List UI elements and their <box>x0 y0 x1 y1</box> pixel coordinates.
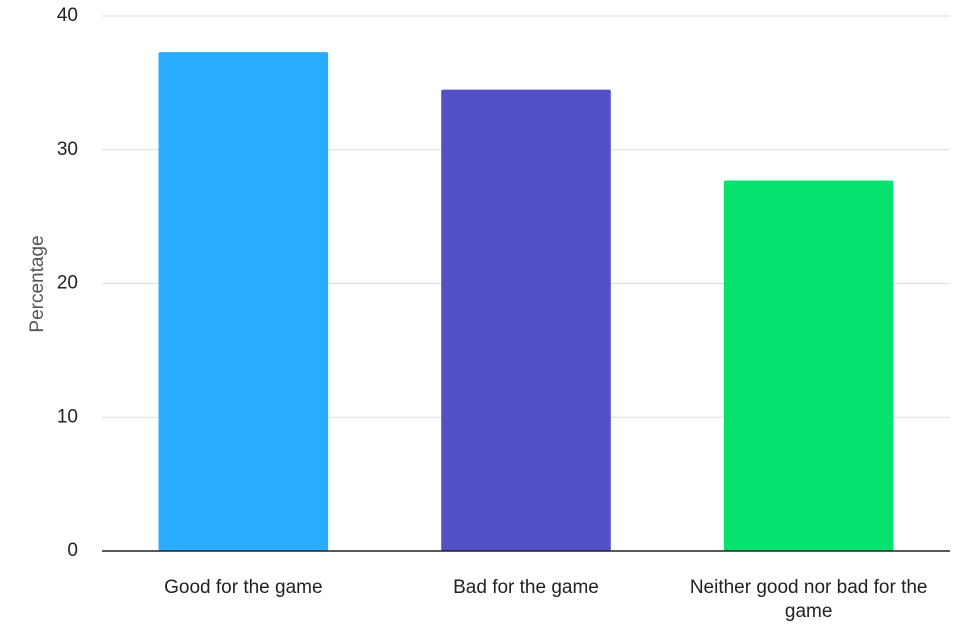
x-axis-labels: Good for the game Bad for the game Neither… <box>164 577 927 622</box>
y-tick-label: 30 <box>57 139 78 160</box>
bar-good-for-the-game <box>158 52 329 552</box>
bars <box>158 52 894 552</box>
y-tick-label: 10 <box>57 406 78 427</box>
x-tick-label: Neither good nor bad for the game <box>690 577 928 622</box>
y-axis-ticks: 0 10 20 30 40 <box>57 5 78 561</box>
y-tick-label: 20 <box>57 273 78 294</box>
y-tick-label: 0 <box>67 540 78 561</box>
bar-bad-for-the-game <box>441 89 611 551</box>
y-axis-title: Percentage <box>27 235 48 332</box>
bar-neither-good-nor-bad-for-the-game <box>723 180 894 551</box>
x-tick-label: Bad for the game <box>453 577 599 598</box>
x-tick-label: Good for the game <box>164 577 322 598</box>
y-tick-label: 40 <box>57 5 78 26</box>
